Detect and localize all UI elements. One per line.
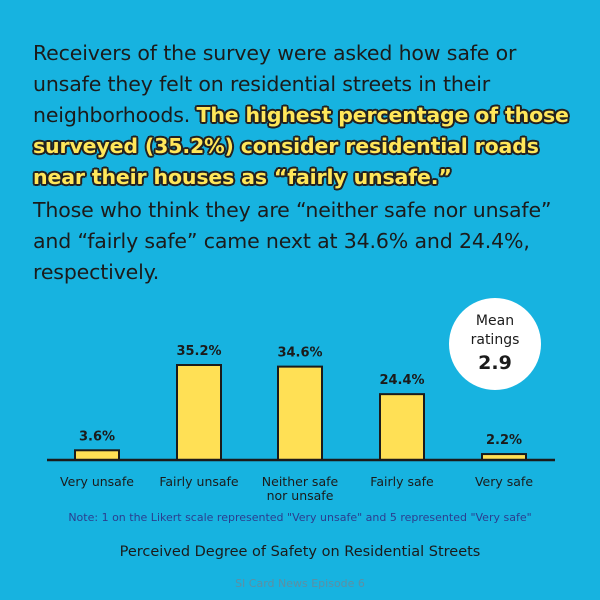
bar-value-label: 3.6% bbox=[79, 429, 115, 444]
intro-paragraph: Receivers of the survey were asked how s… bbox=[33, 38, 589, 288]
bar-value-label: 2.2% bbox=[486, 433, 522, 448]
intro-text: Receivers of the survey were asked how s… bbox=[33, 41, 517, 127]
mean-value: 2.9 bbox=[478, 352, 512, 374]
followup-text: Those who think they are “neither safe n… bbox=[33, 198, 552, 284]
mean-label: Mean bbox=[475, 313, 515, 329]
category-label: nor unsafe bbox=[267, 488, 334, 503]
category-label: Very unsafe bbox=[60, 474, 134, 489]
bar-value-label: 35.2% bbox=[176, 344, 221, 359]
highlighted-finding: The highest percentage of those surveyed… bbox=[33, 103, 569, 189]
bar-value-label: 24.4% bbox=[379, 373, 424, 388]
bar bbox=[277, 365, 323, 462]
mean-rating-badge: Mean ratings 2.9 bbox=[449, 298, 541, 390]
bar bbox=[379, 393, 425, 462]
ratings-label: ratings bbox=[470, 332, 520, 348]
bar bbox=[176, 364, 222, 461]
likert-note: Note: 1 on the Likert scale represented … bbox=[68, 511, 532, 524]
category-label: Fairly unsafe bbox=[159, 474, 239, 489]
category-label: Neither safe bbox=[262, 474, 339, 489]
chart-title: Perceived Degree of Safety on Residentia… bbox=[119, 544, 481, 560]
bar-chart: 3.6% Very unsafe 35.2% Fairly unsafe 34.6% Ne… bbox=[47, 344, 555, 503]
category-label: Very safe bbox=[475, 474, 533, 489]
bar bbox=[74, 449, 120, 461]
category-label: Fairly safe bbox=[370, 474, 434, 489]
bar-value-label: 34.6% bbox=[277, 346, 322, 361]
footer-credit: SI Card News Episode 6 bbox=[235, 577, 365, 590]
